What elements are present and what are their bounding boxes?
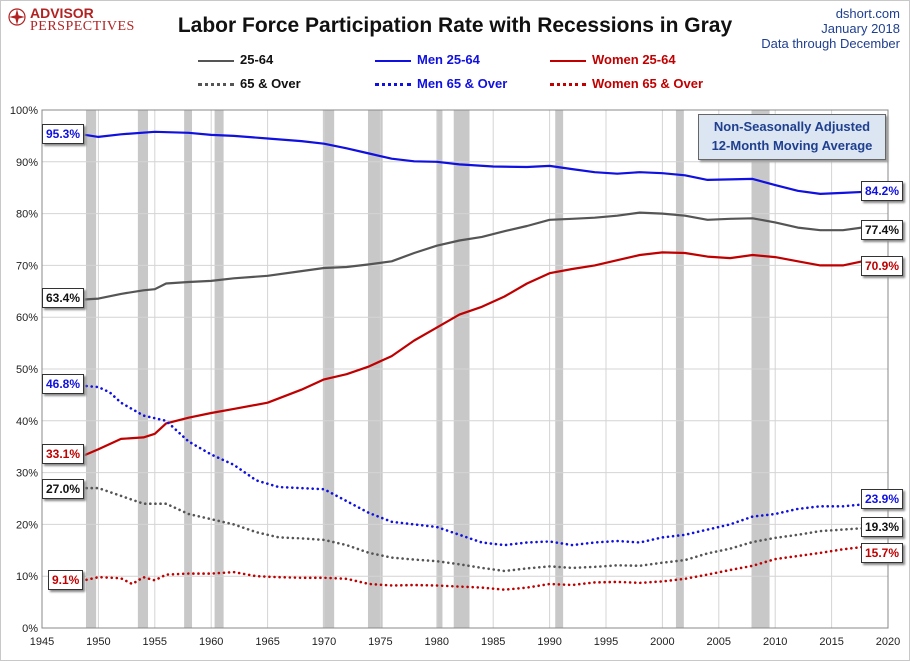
source-data-through: Data through December [761, 36, 900, 51]
note-line2: 12-Month Moving Average [711, 138, 873, 153]
series-line-women-25-64 [80, 251, 867, 458]
y-tick-label: 60% [16, 312, 38, 324]
callout-start-women-65-over: 9.1% [48, 570, 84, 590]
x-tick-label: 2005 [707, 636, 731, 648]
x-tick-label: 1950 [86, 636, 110, 648]
chart-title: Labor Force Participation Rate with Rece… [177, 14, 733, 37]
legend-swatch [198, 59, 234, 62]
y-tick-label: 40% [16, 416, 38, 428]
legend-item-women-25-64: Women 25-64 [550, 52, 676, 67]
series-line-men-25-64 [80, 130, 867, 195]
logo-compass-icon [8, 8, 26, 26]
note-line1: Non-Seasonally Adjusted [713, 119, 871, 134]
legend-item-65-over: 65 & Over [198, 76, 301, 91]
y-tick-label: 0% [22, 623, 38, 635]
series-lines [80, 130, 867, 592]
x-tick-label: 1990 [537, 636, 561, 648]
x-tick-label: 2020 [876, 636, 900, 648]
legend-label: 25-64 [240, 52, 274, 67]
legend-swatch [550, 83, 586, 87]
y-tick-label: 50% [16, 364, 38, 376]
legend-item-men-65-over: Men 65 & Over [375, 76, 507, 91]
legend-swatch [375, 59, 411, 62]
x-tick-label: 1975 [368, 636, 392, 648]
source-site: dshort.com [835, 6, 900, 21]
callout-end-65-over: 19.3% [861, 517, 904, 537]
x-tick-label: 1970 [312, 636, 336, 648]
x-tick-label: 1960 [199, 636, 223, 648]
x-tick-label: 1955 [143, 636, 167, 648]
legend-label: Men 25-64 [417, 52, 480, 67]
series-line-women-65-over [80, 545, 867, 592]
y-tick-label: 10% [16, 571, 38, 583]
x-tick-label: 2010 [763, 636, 787, 648]
source-date: January 2018 [821, 21, 900, 36]
callout-start-65-over: 27.0% [42, 479, 85, 499]
x-tick-label: 2015 [819, 636, 843, 648]
legend-label: Women 25-64 [592, 52, 676, 67]
logo-line1: ADVISOR [30, 5, 94, 21]
callout-end-men-25-64: 84.2% [861, 181, 904, 201]
callout-end-25-64: 77.4% [861, 220, 904, 240]
x-tick-label: 1985 [481, 636, 505, 648]
adjustment-note: Non-Seasonally Adjusted 12-Month Moving … [698, 114, 886, 160]
callout-start-women-25-64: 33.1% [42, 444, 85, 464]
callout-end-women-65-over: 15.7% [861, 543, 904, 563]
axes: 0% 10% 20% 30% 40% 50% 60% 70% 80% 90% 100% 1945 195… [10, 105, 900, 648]
legend-label: Men 65 & Over [417, 76, 508, 91]
legend-label: Women 65 & Over [592, 76, 704, 91]
x-tick-label: 1995 [594, 636, 618, 648]
series-line-men-65-over [80, 384, 867, 547]
legend-swatch [550, 59, 586, 62]
x-tick-label: 2000 [650, 636, 674, 648]
legend-item-men-25-64: Men 25-64 [375, 52, 480, 67]
y-tick-label: 90% [16, 157, 38, 169]
legend-item-25-64: 25-64 [198, 52, 273, 67]
x-tick-label: 1945 [30, 636, 54, 648]
callout-end-men-65-over: 23.9% [861, 489, 904, 509]
y-tick-label: 70% [16, 260, 38, 272]
callout-end-women-25-64: 70.9% [861, 256, 904, 276]
y-tick-label: 80% [16, 209, 38, 221]
y-tick-label: 30% [16, 468, 38, 480]
y-tick-label: 20% [16, 519, 38, 531]
plot-area-border [41, 109, 889, 629]
callout-start-men-65-over: 46.8% [42, 374, 85, 394]
legend-item-women-65-over: Women 65 & Over [550, 76, 703, 91]
legend-swatch [198, 83, 234, 87]
series-line-25-64 [80, 211, 867, 301]
x-tick-label: 1965 [255, 636, 279, 648]
callout-start-men-25-64: 95.3% [42, 124, 85, 144]
legend-label: 65 & Over [240, 76, 301, 91]
legend-swatch [375, 83, 411, 87]
source-info: dshort.com January 2018 Data through Dec… [761, 6, 900, 51]
x-tick-label: 1980 [425, 636, 449, 648]
y-tick-label: 100% [10, 105, 38, 117]
callout-start-25-64: 63.4% [42, 288, 85, 308]
series-line-65-over [80, 486, 867, 573]
logo-line2: PERSPECTIVES [30, 19, 135, 34]
